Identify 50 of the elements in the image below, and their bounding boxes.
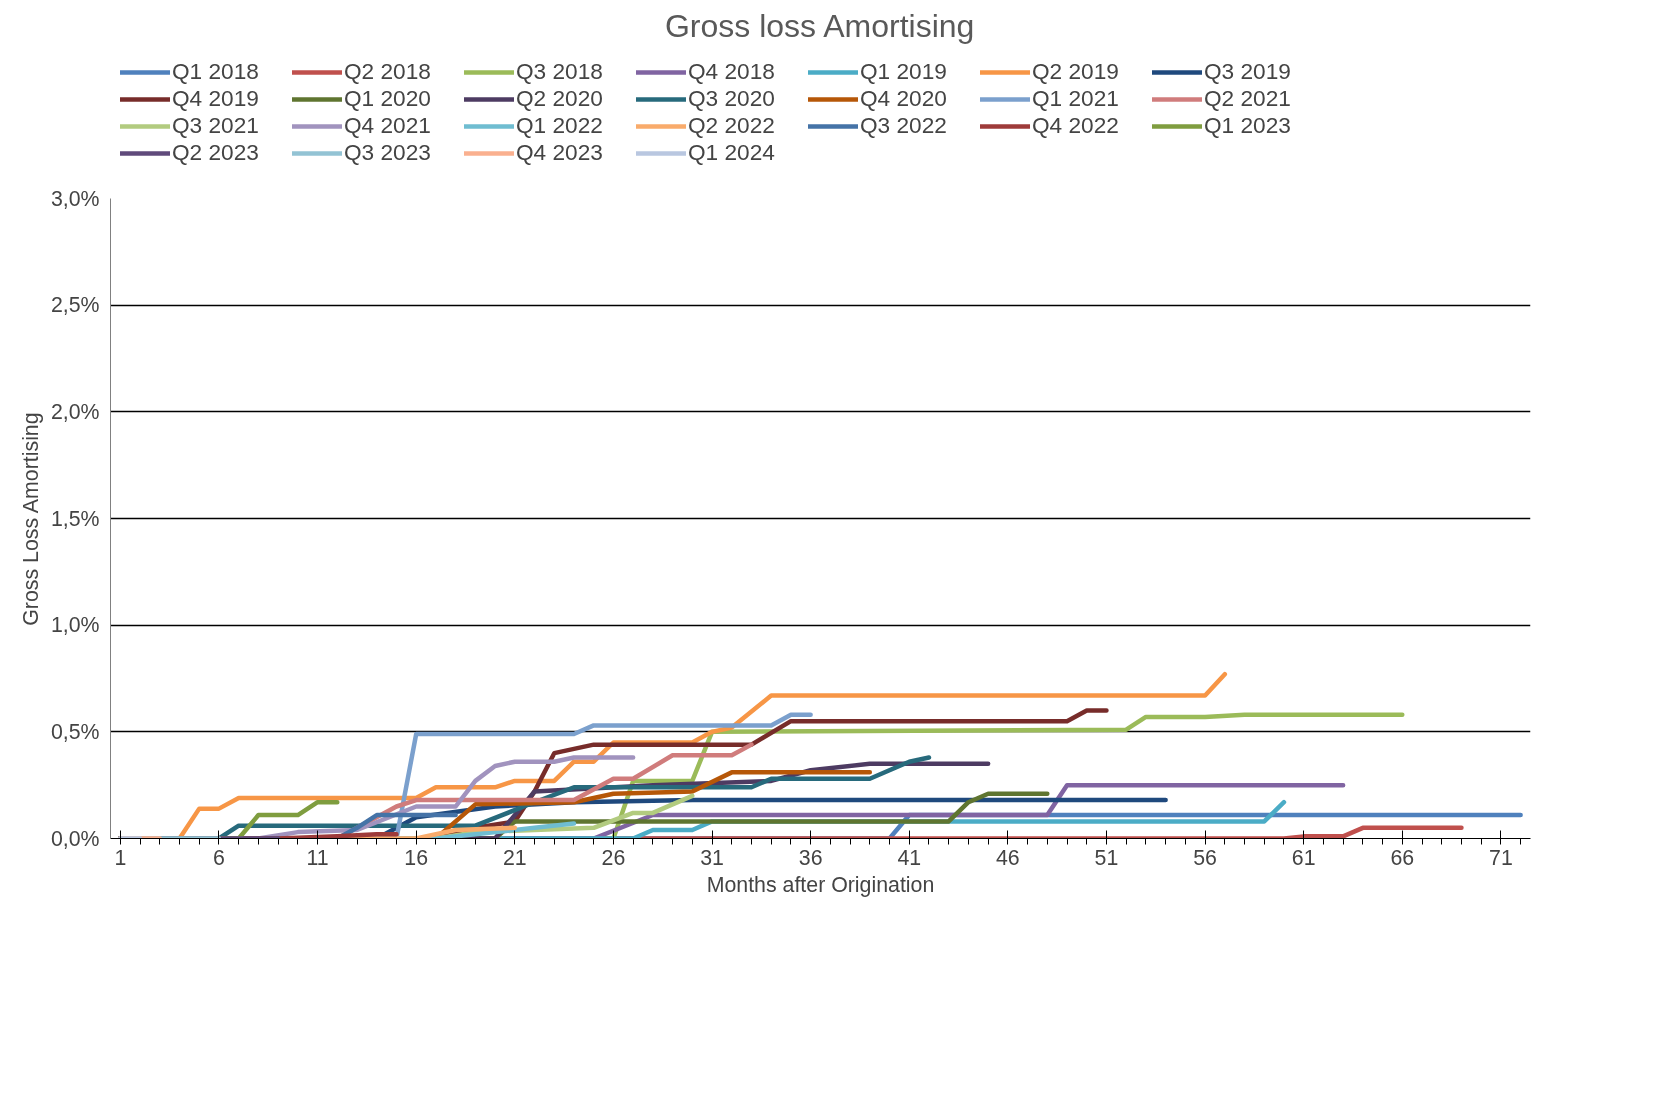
legend-label: Q4 2020 (860, 85, 948, 112)
legend-label: Q3 2020 (688, 85, 776, 112)
y-tick-label: 0,0% (50, 826, 100, 851)
legend-label: Q1 2024 (688, 139, 776, 166)
x-tick-label: 11 (306, 845, 329, 870)
legend-label: Q4 2023 (516, 139, 604, 166)
legend-label: Q4 2018 (688, 58, 776, 85)
legend-label: Q2 2021 (1204, 85, 1292, 112)
legend-label: Q3 2021 (172, 112, 260, 139)
legend-label: Q1 2020 (344, 85, 432, 112)
y-tick-label: 2,0% (50, 399, 100, 424)
legend-label: Q2 2019 (1032, 58, 1120, 85)
x-tick-label: 71 (1489, 845, 1513, 870)
legend-label: Q2 2020 (516, 85, 604, 112)
x-tick-label: 46 (996, 845, 1020, 870)
x-tick-label: 6 (213, 845, 225, 870)
legend-label: Q1 2018 (172, 58, 260, 85)
x-tick-label: 26 (601, 845, 626, 870)
legend-label: Q4 2019 (172, 85, 260, 112)
x-axis-title: Months after Origination (706, 872, 935, 897)
x-tick-label: 21 (502, 845, 527, 870)
legend-label: Q1 2019 (860, 58, 948, 85)
y-tick-label: 3,0% (50, 186, 100, 211)
x-tick-label: 66 (1390, 845, 1415, 870)
y-tick-label: 2,5% (50, 293, 100, 318)
y-tick-label: 1,0% (50, 613, 100, 638)
legend-label: Q3 2019 (1204, 58, 1292, 85)
x-tick-label: 1 (114, 845, 127, 870)
x-tick-label: 41 (897, 845, 922, 870)
legend-label: Q1 2023 (1204, 112, 1292, 139)
legend-label: Q4 2021 (344, 112, 432, 139)
x-tick-label: 56 (1193, 845, 1217, 870)
legend-label: Q1 2022 (516, 112, 604, 139)
legend-label: Q2 2023 (172, 139, 260, 166)
legend-label: Q3 2018 (516, 58, 604, 85)
legend-label: Q1 2021 (1032, 85, 1120, 112)
x-tick-label: 36 (798, 845, 823, 870)
x-tick-label: 16 (404, 845, 429, 870)
y-axis-title: Gross Loss Amortising (18, 412, 43, 626)
legend-label: Q2 2018 (344, 58, 432, 85)
legend-label: Q2 2022 (688, 112, 776, 139)
legend-label: Q3 2023 (344, 139, 432, 166)
x-tick-label: 31 (700, 845, 724, 870)
legend-label: Q3 2022 (860, 112, 948, 139)
x-tick-label: 51 (1094, 845, 1119, 870)
y-tick-label: 0,5% (50, 719, 100, 744)
chart-title: Gross loss Amortising (664, 7, 975, 44)
y-tick-label: 1,5% (50, 506, 100, 531)
legend-label: Q4 2022 (1032, 112, 1120, 139)
x-tick-label: 61 (1291, 845, 1316, 870)
